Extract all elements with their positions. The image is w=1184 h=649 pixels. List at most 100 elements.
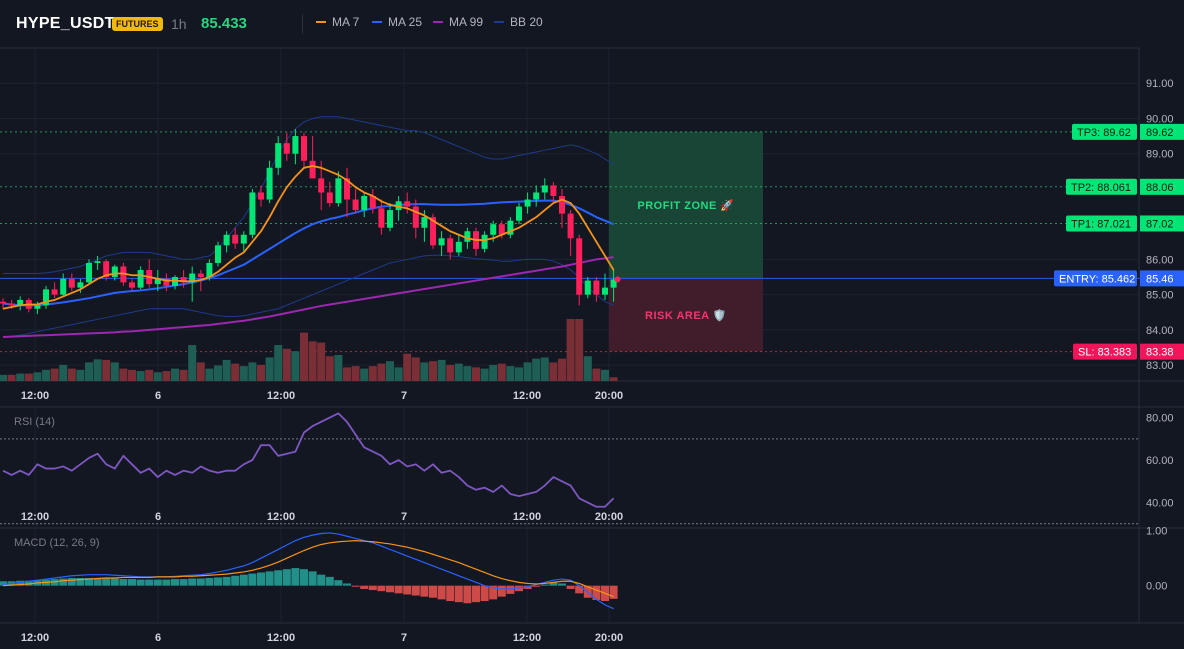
time-axis-tick: 7	[401, 511, 407, 523]
level-tag	[1066, 178, 1137, 195]
volume-bar	[403, 353, 412, 381]
candle-body	[249, 192, 256, 235]
futures-badge: FUTURES	[112, 17, 163, 31]
legend-ma25[interactable]: MA 25	[372, 15, 422, 29]
volume-bar	[42, 369, 50, 381]
level-tag-label: SL: 83.383	[1078, 347, 1131, 359]
rsi-title: RSI (14)	[14, 416, 55, 428]
time-axis-tick: 12:00	[21, 632, 49, 644]
candle-body	[541, 185, 548, 193]
candle-body	[309, 160, 316, 179]
price-axis-tick: 91.00	[1146, 78, 1174, 90]
candle-body	[215, 245, 221, 263]
macd-line	[2, 532, 614, 610]
time-axis-tick: 6	[155, 390, 161, 402]
macd-histogram-bar	[403, 585, 412, 595]
macd-histogram-bar	[231, 575, 240, 586]
macd-histogram-bar	[343, 583, 351, 586]
candle-body	[412, 206, 419, 228]
time-axis-tick: 6	[155, 632, 161, 644]
volume-bar	[540, 357, 549, 381]
volume-bar	[566, 319, 575, 381]
volume-bar	[437, 359, 446, 381]
volume-bar	[368, 366, 377, 381]
price-axis-tick: 86.00	[1146, 254, 1174, 266]
volume-bar	[119, 368, 128, 381]
time-axis-tick: 12:00	[513, 390, 541, 402]
candle-body	[490, 224, 497, 235]
candle-body	[292, 136, 299, 154]
candle-body	[240, 234, 247, 244]
volume-bar	[76, 369, 85, 381]
macd-axis-tick: 1.00	[1146, 526, 1167, 538]
macd-histogram-bar	[463, 585, 472, 604]
last-price-dot	[614, 276, 621, 283]
legend-ma7-label: MA 7	[332, 15, 360, 29]
legend-ma7[interactable]: MA 7	[316, 15, 359, 29]
candle-body	[516, 206, 522, 221]
macd-histogram-bar	[411, 585, 420, 596]
macd-histogram-bar	[196, 578, 205, 586]
candle-body	[0, 301, 6, 304]
candle-body	[68, 278, 75, 288]
macd-histogram-bar	[171, 579, 179, 586]
candle-body	[129, 282, 135, 288]
macd-histogram-bar	[317, 574, 326, 586]
candle-body	[232, 234, 239, 244]
macd-histogram-bar	[437, 585, 446, 600]
macd-histogram-bar	[558, 583, 566, 586]
volume-bar	[162, 371, 171, 381]
rsi-line	[2, 412, 615, 508]
level-axis-label: 89.62	[1146, 127, 1174, 139]
bb-upper-line	[3, 116, 614, 275]
macd-histogram-bar	[119, 579, 128, 586]
time-axis-tick: 6	[155, 511, 161, 523]
volume-bar	[128, 369, 136, 381]
candle-body	[103, 261, 110, 278]
macd-histogram-bar	[59, 578, 68, 586]
macd-histogram-bar	[205, 577, 214, 586]
macd-histogram-bar	[214, 577, 222, 586]
volume-bar	[592, 368, 601, 381]
candle-body	[507, 220, 514, 235]
bb-lower-line	[2, 254, 614, 338]
legend-ma99[interactable]: MA 99	[433, 15, 483, 29]
legend-bb20[interactable]: BB 20	[494, 15, 543, 29]
risk-area-label: RISK AREA 🛡️	[645, 309, 727, 322]
macd-axis-tick: 0.00	[1146, 581, 1167, 593]
candle-body	[180, 277, 187, 283]
volume-bar	[334, 354, 343, 381]
rsi-axis-tick: 60.00	[1146, 455, 1174, 467]
level-tag	[1066, 215, 1137, 232]
candle-body	[163, 278, 170, 286]
macd-histogram-bar	[386, 585, 394, 593]
volume-bar	[33, 372, 42, 381]
macd-histogram-bar	[153, 579, 162, 586]
volume-bar	[549, 362, 558, 381]
rsi-axis-tick: 80.00	[1146, 413, 1174, 425]
symbol-name[interactable]: HYPE_USDT	[16, 15, 115, 32]
time-axis-tick: 12:00	[513, 632, 541, 644]
macd-histogram-bar	[334, 580, 343, 586]
ma25-swatch-icon	[372, 21, 382, 23]
candle-body	[51, 289, 58, 295]
macd-histogram-bar	[300, 569, 308, 586]
ma7-line	[2, 165, 615, 310]
candle-body	[550, 185, 557, 196]
macd-histogram-bar	[93, 577, 102, 586]
volume-bar	[231, 363, 240, 381]
volume-bar	[583, 356, 592, 381]
legend-ma25-label: MA 25	[388, 15, 423, 29]
macd-histogram-bar	[368, 585, 377, 591]
macd-histogram-bar	[497, 585, 506, 597]
volume-bar	[558, 358, 566, 381]
macd-histogram-bar	[480, 585, 489, 602]
timeframe-label[interactable]: 1h	[171, 16, 187, 32]
macd-signal-line	[2, 540, 614, 598]
macd-histogram-bar	[85, 577, 93, 586]
volume-bar	[110, 362, 119, 381]
level-tag-label: TP1: 87.021	[1071, 218, 1131, 230]
volume-bar	[67, 368, 76, 381]
time-axis-tick: 12:00	[267, 632, 295, 644]
